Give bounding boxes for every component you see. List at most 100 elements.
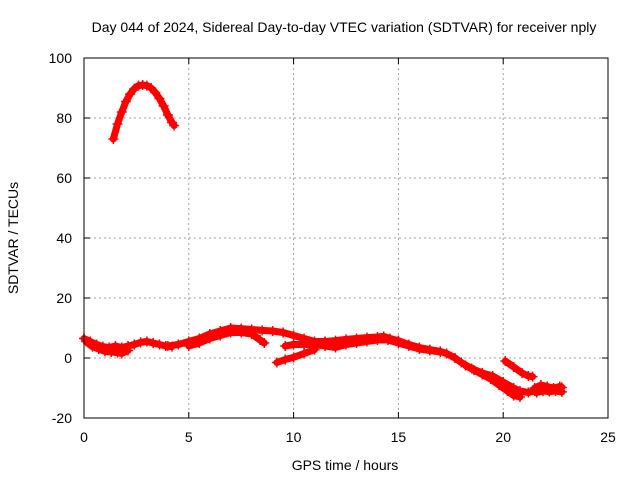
data-point [403, 339, 414, 350]
data-point [194, 338, 205, 348]
chart-title: Day 044 of 2024, Sidereal Day-to-day VTE… [92, 19, 597, 35]
data-point [141, 80, 152, 91]
data-point [150, 87, 161, 98]
series-arc-6 [271, 344, 320, 368]
series-trace [273, 346, 319, 366]
series-arc-1 [108, 80, 180, 144]
data-point [280, 341, 291, 351]
series-arc-10 [500, 356, 538, 382]
data-point [320, 336, 331, 347]
data-point [460, 360, 471, 371]
data-point [169, 120, 180, 131]
data-point [93, 344, 104, 354]
data-point [271, 357, 282, 368]
data-point [146, 83, 157, 93]
data-point [485, 374, 496, 384]
data-point [477, 369, 488, 380]
series-arc-9 [460, 360, 525, 402]
data-point [288, 352, 299, 363]
data-point [288, 330, 299, 341]
data-point [341, 334, 351, 345]
y-axis-label: SDTVAR / TECUs [5, 182, 21, 294]
grid [84, 58, 608, 418]
data-point [158, 101, 169, 111]
data-point [112, 119, 123, 129]
data-point [351, 333, 362, 344]
data-point [378, 331, 389, 342]
data-point [424, 344, 435, 355]
y-tick-label: -20 [52, 410, 72, 426]
data-point [361, 332, 372, 343]
x-tick-label: 0 [80, 429, 88, 445]
data-point [280, 354, 291, 365]
data-point [385, 333, 396, 344]
data-point [278, 327, 289, 338]
data-point [435, 346, 446, 357]
data-point [116, 107, 127, 117]
data-point [162, 110, 173, 120]
x-tick-label: 20 [495, 429, 511, 445]
data-point [116, 348, 127, 359]
data-point [556, 386, 567, 397]
data-point [173, 339, 184, 350]
data-point [148, 338, 159, 348]
data-point [527, 371, 538, 382]
data-point [508, 362, 519, 372]
data-point [112, 347, 123, 358]
data-point [259, 338, 270, 348]
x-axis-label: GPS time / hours [292, 457, 399, 473]
data-point [514, 392, 525, 402]
data-point [508, 390, 519, 401]
data-point [204, 333, 215, 344]
data-point [246, 329, 257, 339]
data-point [494, 380, 505, 390]
x-axis-ticks: 0 5 10 15 20 25 [80, 58, 616, 445]
y-tick-label: 80 [56, 110, 72, 126]
y-tick-label: 20 [56, 290, 72, 306]
data-point [502, 386, 513, 396]
data-point [517, 368, 528, 378]
data-point [468, 365, 479, 375]
data-point [135, 337, 146, 348]
plot-data [79, 80, 567, 402]
x-tick-label: 5 [185, 429, 193, 445]
data-point [215, 330, 226, 341]
data-point [125, 89, 136, 99]
data-point [108, 134, 119, 144]
data-point [154, 339, 165, 350]
y-tick-label: 40 [56, 230, 72, 246]
data-point [81, 336, 92, 347]
data-point [129, 339, 140, 350]
y-tick-label: 0 [64, 350, 72, 366]
y-axis-ticks: -20 0 20 40 60 80 100 [49, 50, 608, 426]
data-point [299, 339, 310, 350]
x-tick-label: 15 [391, 429, 407, 445]
data-point [257, 325, 268, 336]
data-point [500, 356, 511, 366]
data-point [449, 353, 460, 363]
data-point [523, 387, 534, 398]
x-tick-label: 10 [286, 429, 302, 445]
y-tick-label: 100 [49, 50, 73, 66]
x-tick-label: 25 [600, 429, 616, 445]
data-point [141, 336, 152, 347]
data-point [236, 327, 247, 338]
data-point [393, 335, 404, 346]
data-point [288, 339, 299, 350]
data-point [154, 93, 165, 104]
series-trace [164, 324, 329, 350]
y-tick-label: 60 [56, 170, 72, 186]
data-point [330, 335, 341, 346]
data-point [309, 339, 320, 350]
data-point [87, 341, 98, 352]
data-point [120, 96, 131, 107]
data-point [531, 387, 542, 398]
data-point [183, 341, 194, 351]
data-point [414, 342, 425, 353]
data-point [225, 327, 236, 338]
data-point [550, 386, 561, 396]
data-point [441, 348, 452, 359]
series-arc-12 [531, 386, 567, 398]
data-point [123, 345, 134, 356]
